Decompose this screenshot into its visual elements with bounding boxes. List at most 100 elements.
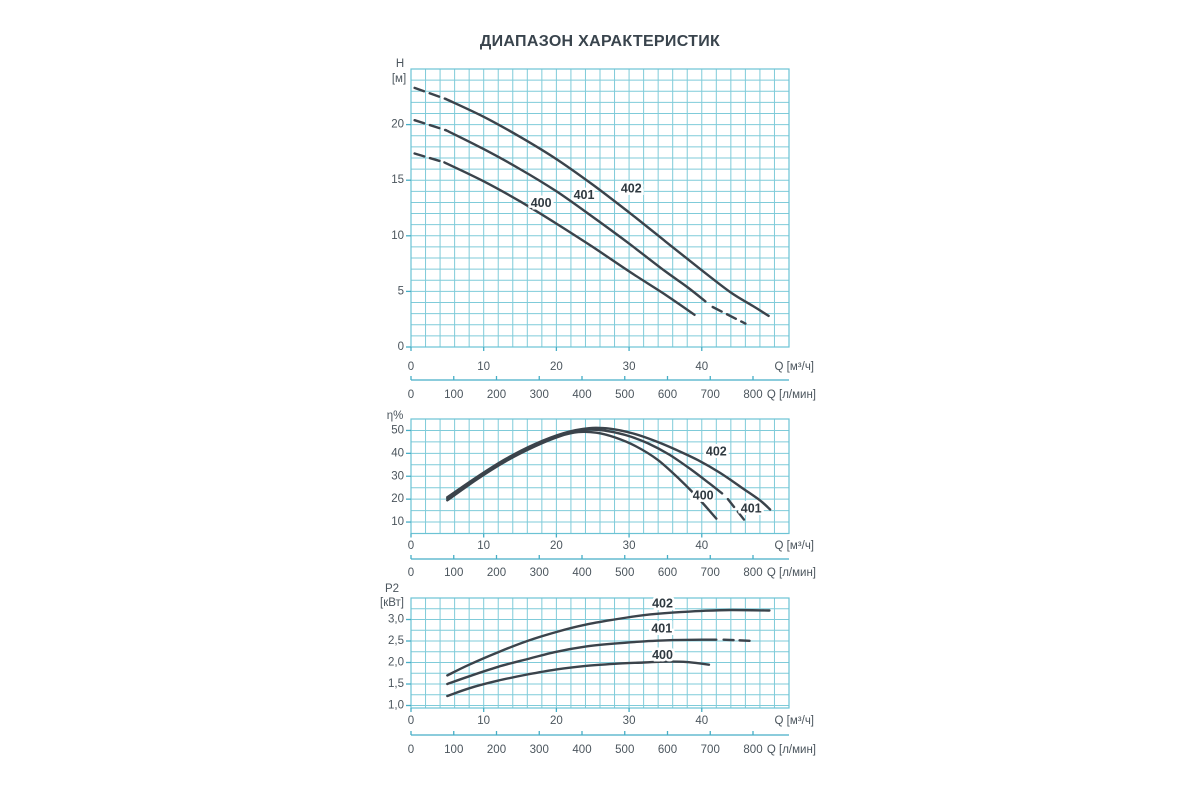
curve-402-solid [444, 97, 770, 318]
chart-efficiency: 10 20 30 40 50 η% 0 10 20 30 40 Q [м³/ч] 0 100 200 300 4… [387, 410, 816, 579]
x-tick-label: 40 [695, 540, 708, 552]
x2-tick-label: 500 [615, 567, 634, 579]
curve-label-400: 400 [693, 489, 714, 503]
grid-efficiency [411, 419, 789, 534]
curve-401-dash-end [726, 497, 748, 525]
x2-tick-label: 600 [658, 567, 677, 579]
y-tick-label: 2,0 [388, 657, 404, 669]
x2-tick-label: 600 [658, 744, 677, 756]
curve-label-400: 400 [531, 196, 552, 210]
x-axis-title: Q [м³/ч] [775, 361, 814, 373]
curve-401-head: 401 [413, 119, 747, 325]
x-tick-label: 40 [695, 715, 708, 727]
x-tick-label: 0 [408, 715, 414, 727]
x-tick-label: 0 [408, 361, 414, 373]
x2-tick-label: 400 [572, 389, 591, 401]
curve-402-solid [446, 608, 771, 677]
curve-401-dash-end [722, 638, 756, 643]
x-axis-primary-efficiency: 0 10 20 30 40 Q [м³/ч] [408, 533, 814, 552]
x2-tick-label: 100 [444, 389, 463, 401]
x-tick-label: 20 [550, 715, 563, 727]
curve-400-solid [443, 161, 696, 316]
curve-401-solid [446, 638, 718, 686]
x-tick-label: 10 [477, 540, 490, 552]
x-tick-label: 30 [623, 361, 636, 373]
curve-label-401: 401 [574, 188, 595, 202]
x-tick-label: 40 [695, 361, 708, 373]
y-axis-head: 0 5 10 15 20 H [м] [391, 58, 411, 353]
curve-label-402: 402 [621, 181, 642, 195]
x2-tick-label: 700 [701, 744, 720, 756]
x2-tick-label: 800 [743, 567, 762, 579]
y-axis-title: H [396, 58, 404, 70]
y-axis-title: [кВт] [380, 597, 404, 609]
x2-tick-label: 300 [530, 389, 549, 401]
y-tick-label: 1,0 [388, 700, 404, 712]
x-tick-label: 0 [408, 540, 414, 552]
y-tick-label: 40 [391, 447, 404, 459]
y-axis-efficiency: 10 20 30 40 50 η% [387, 410, 411, 528]
y-tick-label: 20 [391, 119, 404, 131]
curve-402-solid [446, 426, 772, 511]
curve-400-power: 400 [446, 645, 711, 698]
x2-tick-label: 800 [743, 744, 762, 756]
curve-401-solid [446, 428, 724, 500]
x-tick-label: 10 [477, 361, 490, 373]
y-tick-label: 10 [391, 516, 404, 528]
curve-401-solid [444, 129, 707, 303]
x2-tick-label: 200 [487, 389, 506, 401]
curve-401-power: 401 [446, 619, 756, 686]
curve-400-dash-start [413, 152, 446, 164]
plot-frame [410, 68, 790, 348]
curve-402-dash-start [413, 86, 448, 101]
grid-head [411, 69, 789, 347]
curve-label-400: 400 [652, 648, 673, 662]
x2-tick-label: 0 [408, 567, 414, 579]
curve-401-dash-start [413, 119, 448, 132]
curve-400-solid [446, 660, 711, 698]
y-axis-power: 1,0 1,5 2,0 2,5 3,0 P2 [кВт] [380, 583, 411, 712]
x-axis-secondary-head: 0 100 200 300 400 500 600 700 800 Q [л/мин] [408, 376, 816, 401]
curve-402-efficiency: 402 [446, 426, 772, 511]
y-tick-label: 5 [398, 285, 404, 297]
curve-label-402: 402 [706, 444, 727, 458]
x2-tick-label: 700 [701, 567, 720, 579]
y-axis-title: η% [387, 410, 404, 422]
x2-axis-title: Q [л/мин] [767, 744, 816, 756]
x-tick-label: 30 [623, 715, 636, 727]
x2-tick-label: 500 [615, 744, 634, 756]
y-tick-label: 1,5 [388, 678, 404, 690]
x-tick-label: 10 [477, 715, 490, 727]
grid-power [411, 598, 789, 708]
chart-title: ДИАПАЗОН ХАРАКТЕРИСТИК [479, 33, 721, 50]
x-axis-secondary-efficiency: 0 100 200 300 400 500 600 700 800 Q [л/мин] [408, 555, 816, 579]
x2-tick-label: 100 [444, 567, 463, 579]
y-tick-label: 15 [391, 174, 404, 186]
plot-frame [410, 597, 790, 709]
curve-401-dash-end [711, 305, 747, 325]
x2-tick-label: 200 [487, 567, 506, 579]
x2-tick-label: 300 [530, 744, 549, 756]
curve-label-401: 401 [651, 622, 672, 636]
x2-tick-label: 700 [701, 389, 720, 401]
x2-tick-label: 0 [408, 389, 414, 401]
x2-tick-label: 300 [530, 567, 549, 579]
y-tick-label: 2,5 [388, 635, 404, 647]
y-tick-label: 30 [391, 470, 404, 482]
curve-label-402: 402 [652, 596, 673, 610]
x-axis-primary-power: 0 10 20 30 40 Q [м³/ч] [408, 708, 814, 727]
y-tick-label: 0 [398, 341, 404, 353]
x2-axis-title: Q [л/мин] [767, 389, 816, 401]
x2-tick-label: 800 [743, 389, 762, 401]
x-axis-title: Q [м³/ч] [775, 540, 814, 552]
x-tick-label: 30 [623, 540, 636, 552]
x2-tick-label: 200 [487, 744, 506, 756]
x2-tick-label: 600 [658, 389, 677, 401]
x-axis-title: Q [м³/ч] [775, 715, 814, 727]
curve-label-401: 401 [741, 502, 762, 516]
x-tick-label: 20 [550, 540, 563, 552]
curve-400-head: 400 [413, 152, 696, 316]
y-tick-label: 20 [391, 493, 404, 505]
y-axis-title: [м] [392, 73, 406, 85]
